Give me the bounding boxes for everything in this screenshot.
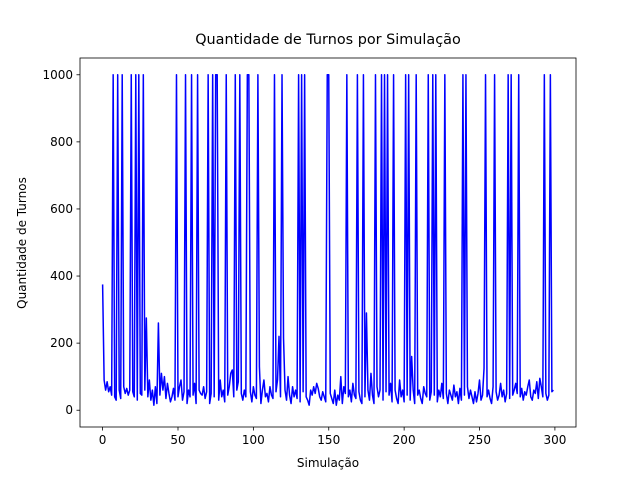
y-tick-label: 400 (50, 269, 73, 283)
x-tick-label: 50 (170, 433, 185, 447)
y-axis-label: Quantidade de Turnos (15, 177, 29, 309)
x-tick-label: 200 (393, 433, 416, 447)
y-tick-label: 200 (50, 336, 73, 350)
y-tick-label: 800 (50, 135, 73, 149)
data-line (101, 74, 554, 406)
y-tick-label: 1000 (42, 68, 73, 82)
x-tick-label: 100 (242, 433, 265, 447)
y-tick-label: 600 (50, 202, 73, 216)
y-tick-label: 0 (65, 403, 73, 417)
chart-title: Quantidade de Turnos por Simulação (195, 32, 461, 48)
x-tick-label: 0 (99, 433, 107, 447)
x-tick-label: 150 (317, 433, 340, 447)
x-tick-label: 250 (468, 433, 491, 447)
x-axis-label: Simulação (297, 456, 359, 470)
axes-frame (79, 57, 577, 428)
x-tick-label: 300 (543, 433, 566, 447)
